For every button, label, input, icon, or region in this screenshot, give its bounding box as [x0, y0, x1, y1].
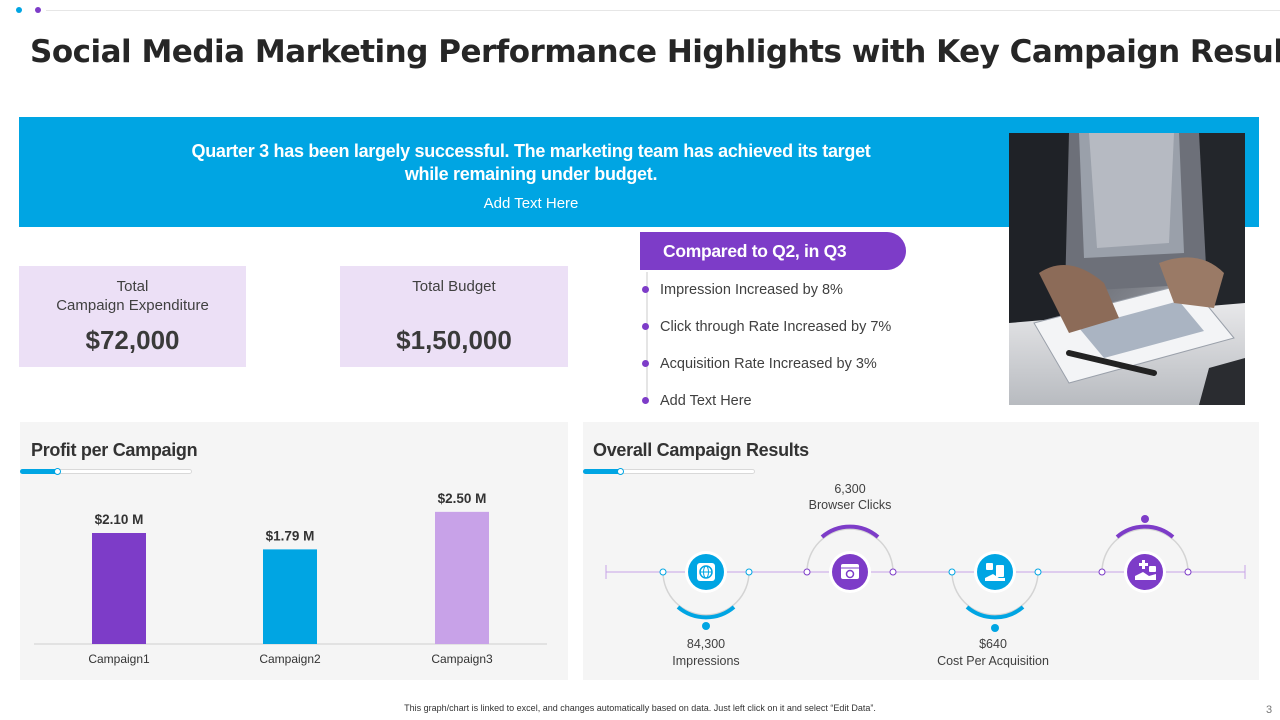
chart-bars: $2.10 M Campaign1 $1.79 M Campaign2 $2.50 M C… — [88, 491, 493, 666]
results-slider-fill — [583, 469, 621, 474]
footer-note: This graph/chart is linked to excel, and… — [404, 703, 876, 713]
node-joint — [948, 568, 956, 576]
compare-list: Impression Increased by 8% Click through… — [642, 280, 891, 428]
result-label: Browser Clicks — [809, 498, 892, 512]
node-ring — [951, 571, 1039, 616]
node-joint — [1034, 568, 1042, 576]
node-pin — [1141, 515, 1149, 523]
bar-data-label: $1.79 M — [266, 528, 315, 543]
node-joint — [1098, 568, 1106, 576]
result-node-impressions: 84,300 Impressions — [659, 551, 753, 668]
node-joint — [745, 568, 753, 576]
compare-item-text: Click through Rate Increased by 7% — [660, 319, 892, 335]
node-joint — [659, 568, 667, 576]
browser-camera-icon — [841, 564, 859, 579]
node-joint — [889, 568, 897, 576]
compare-item: Add Text Here — [642, 391, 891, 428]
top-divider — [46, 10, 1280, 11]
result-node-cost-per-acquisition: $640 Cost Per Acquisition — [937, 551, 1049, 668]
compare-item: Click through Rate Increased by 7% — [642, 317, 891, 354]
money-hand-icon — [985, 563, 1005, 581]
compare-timeline-line — [646, 272, 648, 402]
category-tick-label: Campaign2 — [259, 652, 321, 666]
kpi-card-expenditure: Total Campaign Expenditure $72,000 — [19, 266, 246, 367]
node-circle — [1127, 554, 1163, 590]
results-panel-title: Overall Campaign Results — [593, 440, 809, 460]
globe-icon — [697, 563, 715, 581]
kpi-value: $1,50,000 — [396, 325, 512, 355]
node-ring — [806, 528, 894, 573]
compare-item-text[interactable]: Add Text Here — [660, 393, 752, 409]
result-value: 6,300 — [834, 482, 865, 496]
profit-slider-knob — [54, 468, 61, 475]
compare-item-text: Impression Increased by 8% — [660, 282, 843, 298]
result-label: Cost Per Acquisition — [937, 654, 1049, 668]
node-pin — [702, 622, 710, 630]
node-ring — [662, 571, 750, 616]
bullet-icon — [642, 323, 649, 330]
photo-illustration — [1009, 133, 1245, 405]
node-arc — [1115, 524, 1175, 539]
compare-item: Acquisition Rate Increased by 3% — [642, 354, 891, 391]
result-node-4 — [1098, 515, 1192, 593]
kpi-value: $72,000 — [85, 325, 180, 355]
kpi-label: Total Campaign Expenditure — [56, 278, 209, 314]
kpi-card-budget: Total Budget $1,50,000 — [340, 266, 568, 367]
banner-line-1: Quarter 3 has been largely successful. T… — [191, 141, 871, 161]
bullet-icon — [642, 397, 649, 404]
decor-dot-blue — [16, 7, 22, 13]
node-arc — [820, 524, 880, 539]
bar-campaign1[interactable] — [92, 533, 146, 644]
decor-dot-purple — [35, 7, 41, 13]
result-node-browser-clicks: 6,300 Browser Clicks — [803, 482, 897, 593]
result-value: $640 — [979, 637, 1007, 651]
profit-bar-chart: $2.10 M Campaign1 $1.79 M Campaign2 $2.50 M C… — [34, 491, 547, 666]
bar-campaign2[interactable] — [263, 549, 317, 644]
result-value: 84,300 — [687, 637, 725, 651]
bar-data-label: $2.50 M — [438, 491, 487, 506]
banner-headline: Quarter 3 has been largely successful. T… — [19, 140, 1043, 186]
category-tick-label: Campaign3 — [431, 652, 493, 666]
results-timeline: 84,300 Impressions 6,300 Browser Clicks — [605, 482, 1246, 668]
results-slider-knob — [617, 468, 624, 475]
node-arc — [676, 605, 736, 620]
slide-title: Social Media Marketing Performance Highl… — [30, 34, 1280, 70]
compare-item: Impression Increased by 8% — [642, 280, 891, 317]
compare-item-text: Acquisition Rate Increased by 3% — [660, 356, 877, 372]
node-pin — [991, 624, 999, 632]
banner-line-2: while remaining under budget. — [404, 164, 658, 184]
bar-data-label: $2.10 M — [95, 512, 144, 527]
bullet-icon — [642, 360, 649, 367]
banner-subtext[interactable]: Add Text Here — [483, 195, 579, 212]
kpi-label: Total Budget — [412, 278, 496, 295]
bullet-icon — [642, 286, 649, 293]
node-circle — [977, 554, 1013, 590]
profit-panel-title: Profit per Campaign — [31, 440, 198, 460]
bar-campaign3[interactable] — [435, 511, 489, 644]
compare-heading: Compared to Q2, in Q3 — [640, 232, 906, 270]
node-joint — [1184, 568, 1192, 576]
hand-plus-icon — [1135, 560, 1156, 580]
page-number: 3 — [1266, 704, 1273, 716]
category-tick-label: Campaign1 — [88, 652, 150, 666]
result-label: Impressions — [672, 654, 739, 668]
node-joint — [803, 568, 811, 576]
results-panel: Overall Campaign Results — [583, 422, 1259, 680]
business-photo — [1009, 133, 1245, 405]
node-ring — [1101, 528, 1189, 573]
profit-slider-fill — [20, 469, 58, 474]
node-arc — [965, 605, 1025, 620]
